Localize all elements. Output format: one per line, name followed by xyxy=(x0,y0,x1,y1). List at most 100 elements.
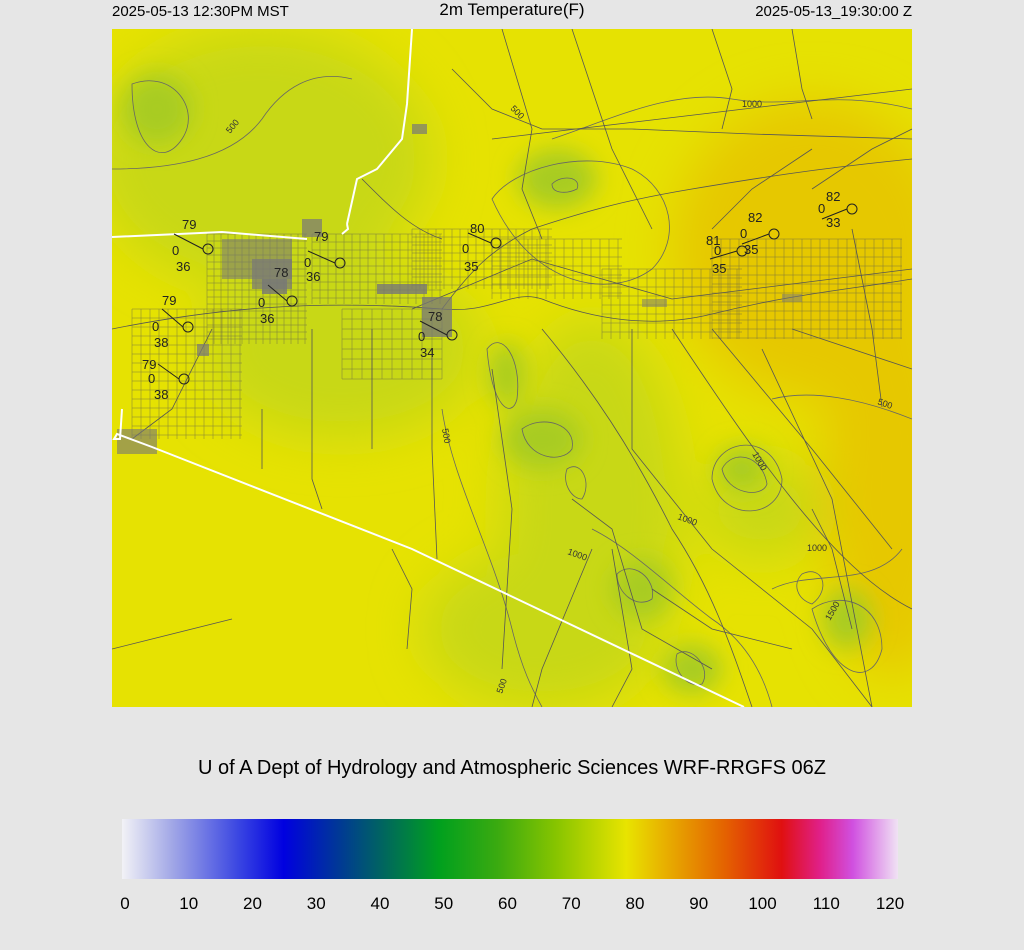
road xyxy=(541,328,753,707)
road xyxy=(711,328,893,550)
state-borders xyxy=(112,29,745,707)
road xyxy=(391,548,413,650)
wind-barb xyxy=(267,284,288,302)
street-grid xyxy=(131,308,242,439)
street-grid xyxy=(711,238,902,339)
station-plot: 800 35 xyxy=(462,221,502,274)
station-dewpoint: 36 xyxy=(306,269,320,284)
colorbar-tick-label: 10 xyxy=(179,894,199,913)
station-dewpoint: 35 xyxy=(464,259,478,274)
station-temperature: 78 xyxy=(274,265,288,280)
colorbar-gradient xyxy=(122,819,898,879)
map-canvas: 500100050010005001000100010001500500500 … xyxy=(112,29,912,707)
temperature-map: 500 1000 500 1000 500 1000 1000 1000 1500 500 500 … xyxy=(112,29,912,707)
wind-barb xyxy=(467,232,492,244)
station-wind: 0 xyxy=(172,243,179,258)
station-dewpoint: 38 xyxy=(154,335,168,350)
road xyxy=(311,329,323,510)
station-wind: 0 xyxy=(714,243,721,258)
colorbar-tick-label: 40 xyxy=(370,894,390,913)
road xyxy=(711,29,733,130)
contour-label: 1000 xyxy=(807,543,827,553)
station-wind: 0 xyxy=(304,255,311,270)
road xyxy=(491,368,513,670)
colorbar-tick-label: 50 xyxy=(434,894,454,913)
station-temperature: 79 xyxy=(314,229,328,244)
road xyxy=(811,508,853,630)
contour-label: 500 xyxy=(440,428,452,445)
wind-barb xyxy=(161,308,184,328)
station-plot: 78 036 xyxy=(258,265,298,326)
station-temperature: 78 xyxy=(428,309,442,324)
station-plots: 7903679038790387803679036780348003581035… xyxy=(142,189,858,402)
station-temperature: 80 xyxy=(470,221,484,236)
station-dewpoint: 34 xyxy=(420,345,434,360)
road xyxy=(811,128,912,190)
road xyxy=(651,588,793,650)
station-dewpoint: 35 xyxy=(712,261,726,276)
station-temperature: 82 xyxy=(748,210,762,225)
station-wind: 0 xyxy=(148,371,155,386)
cool-pockets xyxy=(122,74,872,694)
colorbar-tick-label: 90 xyxy=(689,894,709,913)
wind-barb xyxy=(307,250,336,264)
station-dewpoint: 38 xyxy=(154,387,168,402)
road xyxy=(791,328,912,370)
colorbar-tick-label: 0 xyxy=(120,894,130,913)
road xyxy=(431,349,438,560)
road xyxy=(112,618,233,650)
road xyxy=(711,148,813,230)
wind-barb xyxy=(157,363,180,380)
station-wind: 0 xyxy=(818,201,825,216)
station-plot: 810 35 xyxy=(706,233,748,276)
wind-barb xyxy=(173,233,204,250)
colorbar-tick-label: 60 xyxy=(498,894,517,913)
station-temperature: 79 xyxy=(162,293,176,308)
wind-barb xyxy=(821,208,848,220)
station-wind: 0 xyxy=(258,295,265,310)
station-wind: 0 xyxy=(740,226,747,241)
colorbar-tick-label: 120 xyxy=(875,894,905,913)
station-wind: 0 xyxy=(418,329,425,344)
station-temperature: 81 xyxy=(706,233,720,248)
road xyxy=(671,328,912,610)
wind-barb xyxy=(709,250,738,260)
road xyxy=(631,329,873,707)
contour-label: 1000 xyxy=(742,99,762,109)
road xyxy=(761,348,873,707)
road xyxy=(611,548,633,707)
colorbar-tick-label: 110 xyxy=(812,894,840,913)
elevation-contours xyxy=(112,76,912,707)
road xyxy=(571,29,653,230)
wind-barb xyxy=(741,233,770,245)
temperature-colorbar xyxy=(122,819,898,879)
map-title: 2m Temperature(F) xyxy=(439,0,585,19)
colorbar-tick-label: 70 xyxy=(561,894,581,913)
colorbar-tick-label: 30 xyxy=(306,894,326,913)
station-dewpoint: 36 xyxy=(260,311,274,326)
model-credit: U of A Dept of Hydrology and Atmospheric… xyxy=(197,757,827,779)
station-dewpoint: 33 xyxy=(826,215,840,230)
road xyxy=(571,498,713,670)
station-temperature: 82 xyxy=(826,189,840,204)
street-grid xyxy=(411,228,552,289)
contour-label: 500 xyxy=(876,396,894,411)
station-temperature: 79 xyxy=(182,217,196,232)
road-network xyxy=(112,29,912,707)
road xyxy=(531,548,593,707)
colorbar-tick-label: 100 xyxy=(748,894,777,913)
valid-utc-time: 2025-05-13_19:30:00 Z xyxy=(755,3,912,20)
road xyxy=(451,68,912,140)
road xyxy=(491,88,912,140)
street-grid xyxy=(601,268,742,339)
station-wind: 0 xyxy=(462,241,469,256)
road xyxy=(791,29,813,120)
urban-areas xyxy=(117,124,802,454)
road xyxy=(441,158,912,310)
